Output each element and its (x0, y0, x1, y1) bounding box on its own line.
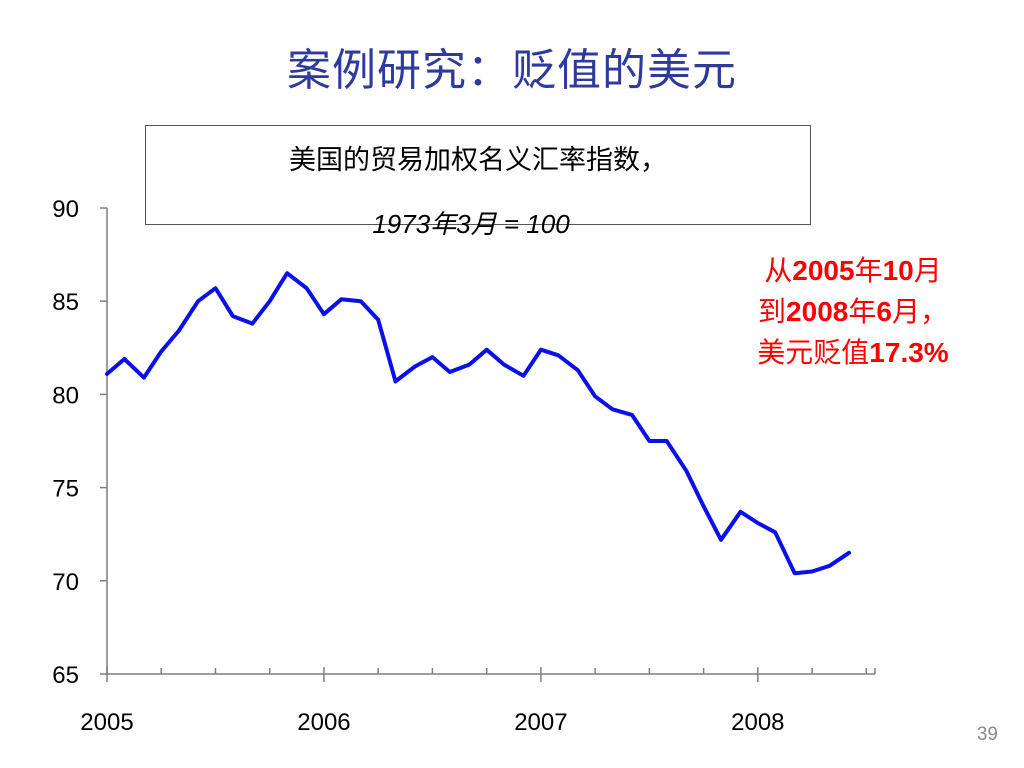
y-tick-label: 80 (52, 382, 79, 409)
y-tick-label: 65 (52, 662, 79, 689)
annotation-line2: 到2008年6月， (708, 291, 998, 332)
series-line (105, 271, 851, 576)
page-number: 39 (976, 724, 998, 745)
annotation-line2-month: 6 (876, 296, 892, 327)
chart-note-box: 美国的贸易加权名义汇率指数， 1973年3月 = 100 (145, 125, 811, 239)
x-tick-label: 2005 (80, 709, 133, 736)
y-tick-label: 70 (52, 569, 79, 596)
annotation-line2-year: 2008 (786, 296, 849, 327)
annotation-line3: 美元贬值17.3% (708, 332, 998, 373)
chart-axes (106, 208, 875, 675)
chart-note-line1: 美国的贸易加权名义汇率指数， (289, 145, 667, 176)
annotation-line1: 从2005年10月 (708, 250, 998, 291)
annotation-line1-nian: 年 (854, 254, 883, 287)
x-tick-label: 2008 (731, 709, 784, 736)
x-tick-label: 2007 (514, 709, 567, 736)
depreciation-annotation: 从2005年10月 到2008年6月， 美元贬值17.3% (708, 250, 998, 373)
annotation-line3-text: 美元贬值 (757, 336, 870, 369)
chart-series (105, 271, 851, 576)
annotation-line1-yue: 月 (913, 254, 942, 287)
annotation-line2-prefix: 到 (758, 295, 787, 328)
y-tick-label: 90 (52, 196, 79, 223)
annotation-line2-nian: 年 (848, 295, 877, 328)
annotation-line3-value: 17.3% (869, 337, 949, 368)
x-tick-label: 2006 (297, 709, 350, 736)
chart-ticks: 65 70 75 80 85 90 2005 2006 2007 2008 (52, 196, 876, 736)
slide-title: 案例研究：贬值的美元 (287, 45, 737, 96)
chart-note-line2: 1973年3月 = 100 (372, 209, 570, 239)
annotation-line1-prefix: 从 (764, 254, 793, 287)
annotation-line1-month: 10 (882, 255, 914, 286)
y-tick-label: 85 (52, 289, 79, 316)
y-tick-label: 75 (52, 476, 79, 503)
annotation-line2-yue: 月， (891, 295, 948, 328)
annotation-line1-year: 2005 (792, 255, 855, 286)
